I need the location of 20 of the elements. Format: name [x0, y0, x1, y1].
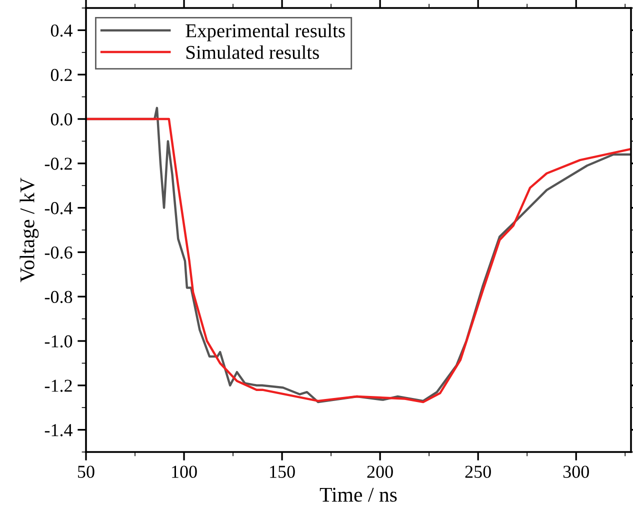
y-tick-label: 0.4 — [50, 24, 73, 37]
x-tick-label: 150 — [270, 466, 295, 478]
y-tick-label: 0.0 — [50, 113, 72, 126]
y-tick-label: -0.4 — [44, 202, 73, 214]
y-tick-label: -1.4 — [44, 424, 73, 436]
y-tick-label: -1.2 — [44, 380, 72, 392]
y-tick-label: 0.2 — [50, 68, 72, 82]
x-tick-label: 50 — [78, 466, 94, 478]
legend-label: Simulated results — [186, 45, 319, 59]
y-tick-label: -0.6 — [44, 246, 72, 259]
y-tick-label: -1.0 — [44, 335, 72, 348]
x-tick-label: 200 — [367, 466, 393, 478]
x-axis-title: Time / ns — [320, 488, 397, 502]
legend-label: Experimental results — [186, 24, 345, 42]
x-tick-label: 100 — [172, 466, 197, 478]
y-tick-label: -0.8 — [44, 290, 72, 304]
x-tick-label: 300 — [563, 466, 589, 478]
y-axis-title: Voltage / kV — [20, 178, 39, 282]
y-tick-label: -0.2 — [44, 158, 72, 170]
x-tick-label: 250 — [465, 466, 491, 478]
